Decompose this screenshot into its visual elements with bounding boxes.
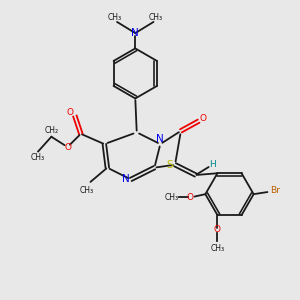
- Text: Br: Br: [270, 186, 280, 195]
- Text: CH₃: CH₃: [108, 13, 122, 22]
- Text: O: O: [214, 225, 221, 234]
- Text: CH₃: CH₃: [80, 186, 94, 195]
- Text: N: N: [122, 174, 129, 184]
- Text: CH₂: CH₂: [44, 126, 58, 135]
- Text: N: N: [156, 134, 164, 144]
- Text: N: N: [131, 28, 139, 38]
- Text: H: H: [209, 160, 216, 169]
- Text: CH₃: CH₃: [165, 193, 179, 202]
- Text: CH₃: CH₃: [210, 244, 224, 253]
- Text: CH₃: CH₃: [148, 13, 163, 22]
- Text: S: S: [167, 160, 173, 170]
- Text: O: O: [200, 114, 207, 123]
- Text: O: O: [67, 107, 74, 116]
- Text: CH₃: CH₃: [31, 153, 45, 162]
- Text: O: O: [64, 142, 71, 152]
- Text: O: O: [187, 193, 194, 202]
